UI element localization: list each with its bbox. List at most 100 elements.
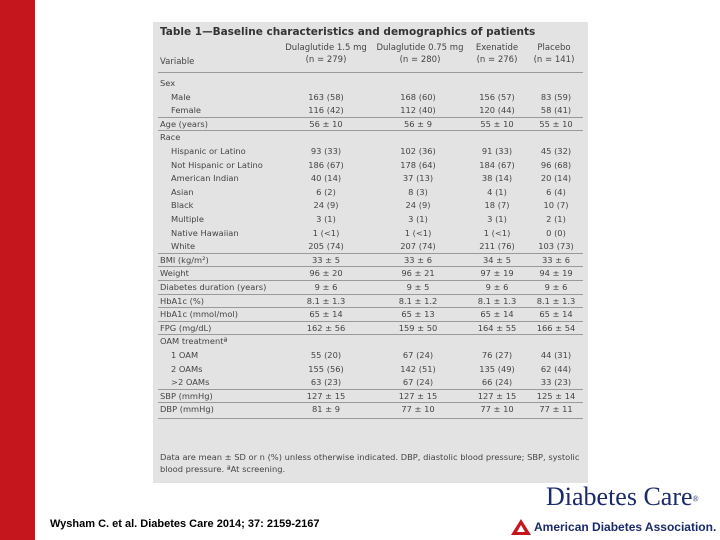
column-name: Dulaglutide 1.5 mg	[285, 43, 367, 53]
table-row: American Indian 40 (14) 37 (13) 38 (14) 20 (…	[153, 172, 588, 185]
table-cell: 40 (14)	[310, 173, 342, 184]
column-name: Placebo	[537, 43, 571, 53]
table-cell: 62 (44)	[540, 363, 572, 374]
table-cell: 65 ± 13	[401, 309, 435, 320]
table-cell: 142 (51)	[400, 363, 436, 374]
row-label: Native Hawaiian	[171, 227, 239, 238]
row-label: SBP (mmHg)	[160, 390, 213, 401]
ada-triangle-icon	[511, 519, 531, 535]
table-cell: 1 (<1)	[404, 227, 432, 238]
column-n: (n = 279)	[305, 55, 347, 65]
table-row: Male 163 (58) 168 (60) 156 (57) 83 (59)	[153, 91, 588, 104]
row-label: White	[171, 241, 196, 252]
table-cell: 33 ± 5	[311, 254, 341, 265]
table-row: Age (years) 56 ± 10 56 ± 9 55 ± 10 55 ± 10	[153, 118, 588, 131]
row-label: Race	[160, 132, 181, 143]
table-cell: 186 (67)	[308, 159, 344, 170]
row-label: American Indian	[171, 173, 239, 184]
table-row: Native Hawaiian 1 (<1) 1 (<1) 1 (<1) 0 (0)	[153, 227, 588, 240]
table-cell: 55 (20)	[310, 350, 342, 360]
row-label: Sex	[160, 78, 176, 88]
row-label: Weight	[160, 268, 189, 279]
table-cell: 96 (68)	[540, 159, 572, 170]
table-cell: 8 (3)	[408, 186, 428, 197]
table-cell: 6 (2)	[316, 186, 336, 197]
table-cell: 55 ± 10	[539, 118, 573, 129]
table-row: DBP (mmHg) 81 ± 9 77 ± 10 77 ± 10 77 ± 11	[153, 403, 588, 416]
table-cell: 156 (57)	[479, 91, 515, 102]
column-name: Dulaglutide 0.75 mg	[376, 43, 464, 53]
table-cell: 1 (<1)	[483, 227, 511, 238]
table-row: Female 116 (42) 112 (40) 120 (44) 58 (41)	[153, 104, 588, 117]
table-cell: 112 (40)	[400, 105, 436, 116]
row-divider	[158, 402, 583, 404]
table-cell: 37 (13)	[402, 173, 434, 184]
table-cell: 4 (1)	[487, 186, 507, 197]
row-divider	[158, 116, 583, 118]
column-n: (n = 141)	[533, 55, 575, 65]
table-cell: 125 ± 14	[536, 390, 576, 401]
table-cell: 9 ± 6	[544, 282, 568, 292]
header-divider	[158, 72, 583, 73]
table-cell: 63 (23)	[310, 377, 342, 388]
table-cell: 9 ± 5	[406, 282, 430, 292]
table-cell: 91 (33)	[481, 146, 513, 156]
table-cell: 127 ± 15	[477, 390, 517, 401]
table-cell: 211 (76)	[479, 241, 515, 252]
table-cell: 164 ± 55	[477, 322, 517, 333]
table-cell: 8.1 ± 1.3	[477, 295, 517, 306]
row-label: Multiple	[171, 214, 204, 224]
table-row: OAM treatmentª	[153, 335, 588, 348]
table-cell: 44 (31)	[540, 350, 572, 360]
table-row: 1 OAM 55 (20) 67 (24) 76 (27) 44 (31)	[153, 349, 588, 362]
table-cell: 66 (24)	[481, 377, 513, 388]
table-row: Multiple 3 (1) 3 (1) 3 (1) 2 (1)	[153, 213, 588, 226]
row-divider	[158, 130, 583, 132]
table-cell: 81 ± 9	[311, 404, 341, 415]
table-cell: 10 (7)	[543, 200, 569, 211]
column-header: Dulaglutide 1.5 mg (n = 279)	[281, 42, 371, 66]
table-cell: 94 ± 19	[539, 268, 573, 279]
table-row: Sex	[153, 77, 588, 90]
table-row: Asian 6 (2) 8 (3) 4 (1) 6 (4)	[153, 186, 588, 199]
table-cell: 77 ± 11	[539, 404, 573, 415]
table-cell: 8.1 ± 1.3	[306, 295, 346, 306]
citation: Wysham C. et al. Diabetes Care 2014; 37:…	[50, 518, 320, 530]
table-cell: 6 (4)	[546, 186, 566, 197]
table-cell: 77 ± 10	[401, 404, 435, 415]
table-cell: 9 ± 6	[485, 282, 509, 292]
table-cell: 18 (7)	[484, 200, 510, 211]
row-label: DBP (mmHg)	[160, 404, 214, 415]
table-cell: 24 (9)	[313, 200, 339, 211]
table-cell: 3 (1)	[487, 214, 507, 224]
table-row: >2 OAMs 63 (23) 67 (24) 66 (24) 33 (23)	[153, 376, 588, 389]
table-cell: 168 (60)	[400, 91, 436, 102]
table-cell: 45 (32)	[540, 146, 572, 156]
row-divider	[158, 266, 583, 268]
row-divider	[158, 293, 583, 295]
table-cell: 67 (24)	[402, 377, 434, 388]
table-row: BMI (kg/m²) 33 ± 5 33 ± 6 34 ± 5 33 ± 6	[153, 254, 588, 267]
table-cell: 34 ± 5	[482, 254, 512, 265]
table-cell: 0 (0)	[546, 227, 566, 238]
table-row: Weight 96 ± 20 96 ± 21 97 ± 19 94 ± 19	[153, 267, 588, 280]
table-row: SBP (mmHg) 127 ± 15 127 ± 15 127 ± 15 125 ± …	[153, 390, 588, 403]
column-header: Exenatide (n = 276)	[457, 42, 537, 66]
table-cell: 8.1 ± 1.3	[536, 295, 576, 306]
table-title: Table 1—Baseline characteristics and dem…	[160, 26, 536, 38]
diabetes-care-logo: Diabetes Care®	[546, 482, 699, 512]
table-cell: 38 (14)	[481, 173, 513, 184]
table-cell: 33 ± 6	[541, 254, 571, 265]
table-cell: 3 (1)	[408, 214, 428, 224]
column-header: Dulaglutide 0.75 mg (n = 280)	[375, 42, 465, 66]
table-cell: 65 ± 14	[539, 309, 573, 320]
table-cell: 155 (56)	[308, 363, 344, 374]
ada-logo-text: American Diabetes Association.	[534, 520, 717, 534]
table-cell: 163 (58)	[308, 91, 344, 102]
table-cell: 2 (1)	[546, 214, 566, 224]
table-cell: 159 ± 50	[398, 322, 438, 333]
table-row: HbA1c (%) 8.1 ± 1.3 8.1 ± 1.2 8.1 ± 1.3 8.1 …	[153, 295, 588, 308]
brand-side-bar	[0, 0, 35, 540]
table-cell: 56 ± 10	[309, 118, 343, 129]
row-label: Diabetes duration (years)	[160, 282, 267, 292]
